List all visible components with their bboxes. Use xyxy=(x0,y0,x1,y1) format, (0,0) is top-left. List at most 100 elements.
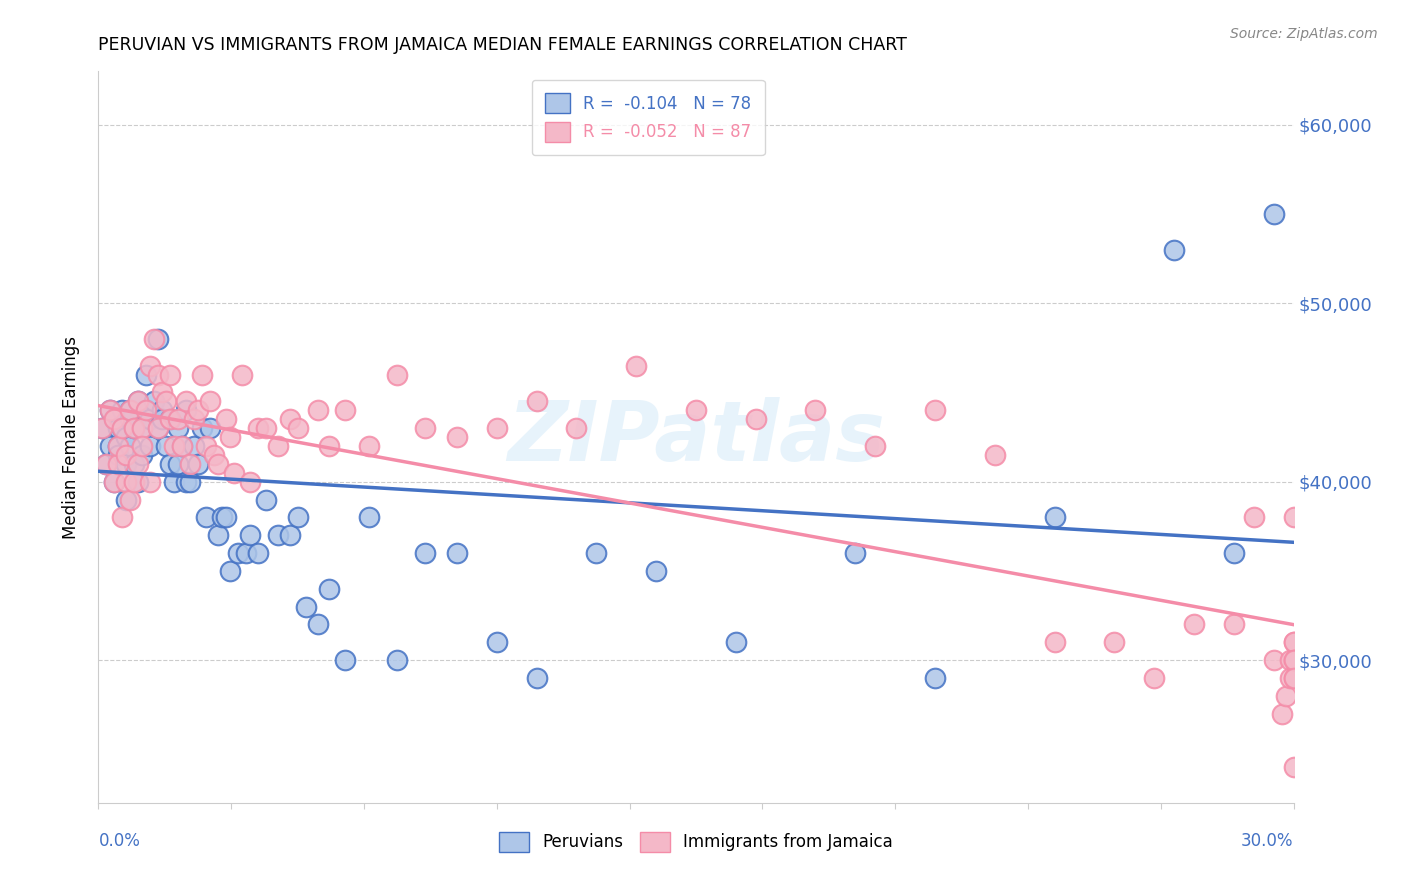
Point xyxy=(143,394,166,409)
Point xyxy=(359,439,381,453)
Point xyxy=(183,439,205,453)
Point xyxy=(844,546,866,560)
Point xyxy=(159,412,181,426)
Point xyxy=(139,439,162,453)
Point xyxy=(127,475,149,489)
Point xyxy=(924,671,946,685)
Point xyxy=(127,394,149,409)
Point xyxy=(267,528,290,542)
Point xyxy=(131,421,153,435)
Point xyxy=(1143,671,1166,685)
Point xyxy=(120,403,142,417)
Point xyxy=(150,403,173,417)
Point xyxy=(254,492,277,507)
Point xyxy=(100,403,122,417)
Point xyxy=(150,412,173,426)
Point xyxy=(318,439,340,453)
Point xyxy=(131,439,153,453)
Point xyxy=(1163,243,1185,257)
Point xyxy=(1043,510,1066,524)
Text: 30.0%: 30.0% xyxy=(1241,832,1294,850)
Point xyxy=(124,475,146,489)
Point xyxy=(235,546,257,560)
Point xyxy=(1282,671,1305,685)
Point xyxy=(172,439,194,453)
Point xyxy=(167,412,190,426)
Point xyxy=(139,475,162,489)
Point xyxy=(307,617,329,632)
Point xyxy=(278,412,301,426)
Point xyxy=(231,368,253,382)
Point xyxy=(148,368,170,382)
Point xyxy=(167,457,190,471)
Point xyxy=(724,635,747,649)
Point xyxy=(174,403,197,417)
Point xyxy=(863,439,887,453)
Point xyxy=(148,421,170,435)
Point xyxy=(1243,510,1265,524)
Point xyxy=(107,457,129,471)
Point xyxy=(1102,635,1125,649)
Point xyxy=(143,332,166,346)
Point xyxy=(1271,706,1294,721)
Point xyxy=(267,439,290,453)
Point xyxy=(585,546,607,560)
Point xyxy=(115,448,138,462)
Point xyxy=(1282,760,1305,774)
Point xyxy=(120,412,142,426)
Point xyxy=(246,421,269,435)
Point xyxy=(215,412,238,426)
Legend: Peruvians, Immigrants from Jamaica: Peruvians, Immigrants from Jamaica xyxy=(491,823,901,860)
Point xyxy=(219,564,242,578)
Point xyxy=(202,448,225,462)
Text: PERUVIAN VS IMMIGRANTS FROM JAMAICA MEDIAN FEMALE EARNINGS CORRELATION CHART: PERUVIAN VS IMMIGRANTS FROM JAMAICA MEDI… xyxy=(98,36,907,54)
Point xyxy=(150,385,173,400)
Point xyxy=(115,475,138,489)
Point xyxy=(1282,653,1305,667)
Point xyxy=(135,403,157,417)
Point xyxy=(254,421,277,435)
Point xyxy=(115,492,138,507)
Point xyxy=(107,439,129,453)
Point xyxy=(111,421,134,435)
Point xyxy=(446,430,468,444)
Point xyxy=(287,421,309,435)
Point xyxy=(111,403,134,417)
Point xyxy=(91,421,114,435)
Point xyxy=(1282,653,1305,667)
Point xyxy=(1182,617,1205,632)
Point xyxy=(1222,546,1246,560)
Point xyxy=(215,510,238,524)
Point xyxy=(127,394,149,409)
Point xyxy=(526,394,548,409)
Point xyxy=(335,403,357,417)
Point xyxy=(159,457,181,471)
Point xyxy=(804,403,827,417)
Point xyxy=(1278,671,1301,685)
Point xyxy=(148,421,170,435)
Point xyxy=(526,671,548,685)
Point xyxy=(120,403,142,417)
Point xyxy=(287,510,309,524)
Point xyxy=(103,475,125,489)
Point xyxy=(155,439,177,453)
Point xyxy=(159,412,181,426)
Point xyxy=(163,439,186,453)
Point xyxy=(226,546,249,560)
Point xyxy=(159,368,181,382)
Point xyxy=(239,475,262,489)
Point xyxy=(135,368,157,382)
Point xyxy=(485,635,508,649)
Point xyxy=(120,439,142,453)
Point xyxy=(239,528,262,542)
Point xyxy=(1043,635,1066,649)
Point xyxy=(1282,671,1305,685)
Point xyxy=(198,394,221,409)
Point xyxy=(100,439,122,453)
Point xyxy=(131,448,153,462)
Point xyxy=(984,448,1007,462)
Point xyxy=(135,403,157,417)
Point xyxy=(107,421,129,435)
Point xyxy=(1263,207,1285,221)
Point xyxy=(96,457,118,471)
